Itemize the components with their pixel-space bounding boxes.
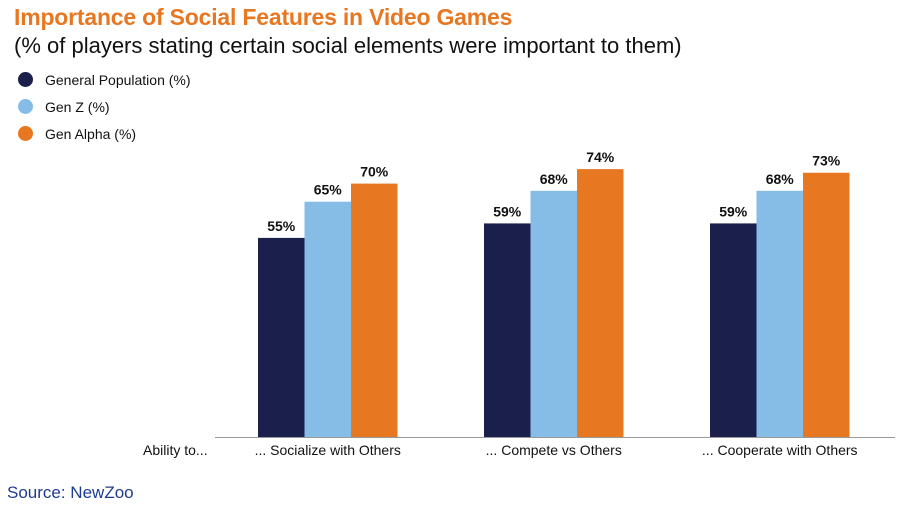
legend-swatch-gen-alpha [18,126,33,141]
category-label-3: ... Cooperate with Others [702,442,858,458]
bar-1-series-1 [258,237,305,437]
data-label-1-series-1: 55% [267,218,296,234]
legend-label-general-population: General Population (%) [45,71,191,88]
legend-swatch-general-population [18,72,33,87]
legend: General Population (%) Gen Z (%) Gen Alp… [18,66,191,147]
legend-item-gen-z: Gen Z (%) [18,93,191,120]
data-label-3-series-1: 59% [719,203,748,219]
category-label-2: ... Compete vs Others [486,442,622,458]
bar-2-series-3 [577,169,624,437]
chart-title: Importance of Social Features in Video G… [14,4,513,30]
bar-3-series-2 [756,190,803,437]
legend-swatch-gen-z [18,99,33,114]
category-label-1: ... Socialize with Others [255,442,401,458]
bar-3-series-3 [803,172,850,438]
axis-prefix-label: Ability to... [143,442,208,458]
bar-2-series-2 [530,190,577,437]
data-label-1-series-3: 70% [360,164,389,180]
bar-3-series-1 [710,223,757,437]
bar-1-series-3 [351,183,398,437]
bar-2-series-1 [484,223,531,437]
legend-item-gen-alpha: Gen Alpha (%) [18,120,191,147]
data-label-1-series-2: 65% [314,182,343,198]
legend-item-general-population: General Population (%) [18,66,191,93]
legend-label-gen-alpha: Gen Alpha (%) [45,125,137,142]
data-label-3-series-2: 68% [766,171,795,187]
data-label-2-series-1: 59% [493,203,522,219]
bar-1-series-2 [304,201,351,437]
data-label-3-series-3: 73% [812,153,841,169]
chart-subtitle: (% of players stating certain social ele… [14,33,682,58]
data-label-2-series-3: 74% [586,149,615,165]
legend-label-gen-z: Gen Z (%) [45,98,110,115]
source-note: Source: NewZoo [7,483,134,502]
data-label-2-series-2: 68% [540,171,569,187]
